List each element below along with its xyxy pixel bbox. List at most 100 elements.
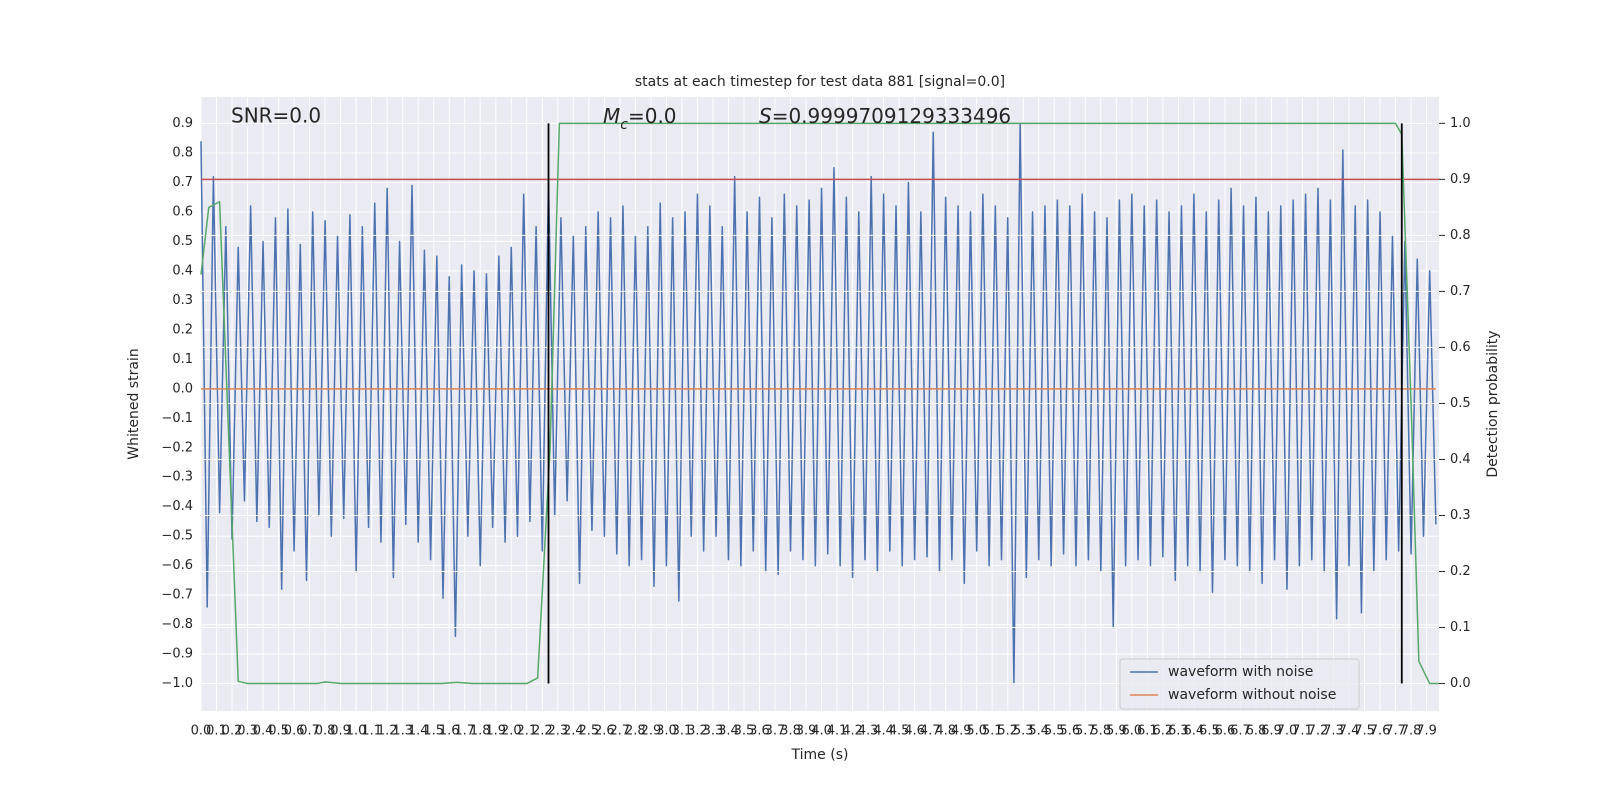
y-tick-label: 0.6 [172,204,193,219]
x-tick-label: 0.9 [330,724,351,739]
series-line [200,122,1437,685]
x-tick-label: 1.7 [454,724,475,739]
y-tick-label: 0.1 [172,352,193,367]
x-tick-label: 5.8 [1090,724,1111,739]
x-tick-label: 0.3 [237,724,258,739]
y2-tick-label: 0.8 [1450,228,1471,243]
y-tick-label: 0.7 [172,175,193,190]
x-tick-label: 2.2 [532,724,553,739]
y-tick-label: −0.3 [161,470,193,485]
legend-label: waveform without noise [1168,687,1336,703]
x-tick-label: 7.7 [1385,724,1406,739]
x-tick-label: 3.7 [765,724,786,739]
x-tick-label: 5.7 [1075,724,1096,739]
x-tick-label: 2.5 [579,724,600,739]
y2-tick-label: 0.4 [1450,452,1471,467]
x-tick-label: 4.8 [935,724,956,739]
x-tick-label: 6.7 [1230,724,1251,739]
x-tick-label: 7.6 [1370,724,1391,739]
x-tick-label: 0.6 [284,724,305,739]
y2-axis-label: Detection probability [1485,330,1501,477]
x-tick-label: 3.3 [703,724,724,739]
y2-tick-label: 0.6 [1450,340,1471,355]
y2-tick-label: 0.7 [1450,284,1471,299]
x-tick-label: 6.1 [1137,724,1158,739]
x-tick-label: 6.6 [1215,724,1236,739]
y-tick-label: −0.2 [161,440,193,455]
y2-tick-label: 0.3 [1450,508,1471,523]
x-axis-label: Time (s) [791,747,849,763]
x-tick-label: 2.9 [641,724,662,739]
x-tick-label: 3.4 [718,724,739,739]
x-tick-label: 5.6 [1059,724,1080,739]
y2-tick-label: 0.5 [1450,396,1471,411]
x-tick-label: 1.2 [377,724,398,739]
legend-box [1119,658,1360,710]
legend-label: waveform with noise [1168,664,1313,680]
x-tick-label: 6.0 [1121,724,1142,739]
x-tick-label: 0.2 [222,724,243,739]
y2-tick-label: 1.0 [1450,116,1471,131]
x-tick-label: 0.1 [206,724,227,739]
annotation-part: c [620,117,628,133]
x-tick-label: 0.0 [191,724,212,739]
y2-tick-label: 0.9 [1450,172,1471,187]
x-tick-label: 1.6 [439,724,460,739]
y-tick-label: 0.4 [172,263,193,278]
x-tick-label: 7.3 [1323,724,1344,739]
x-tick-label: 7.9 [1416,724,1437,739]
annotation-part: S [759,104,772,128]
x-tick-label: 2.1 [516,724,537,739]
x-tick-label: 3.1 [672,724,693,739]
x-tick-label: 6.9 [1261,724,1282,739]
y-tick-label: 0.0 [172,381,193,396]
annotation-part: M [603,104,620,128]
x-tick-label: 7.2 [1308,724,1329,739]
x-tick-label: 5.2 [997,724,1018,739]
x-tick-label: 7.5 [1354,724,1375,739]
x-tick-label: 7.1 [1292,724,1313,739]
x-tick-label: 0.5 [268,724,289,739]
x-tick-label: 2.8 [625,724,646,739]
x-tick-label: 5.3 [1013,724,1034,739]
x-tick-label: 1.5 [423,724,444,739]
y-tick-label: −0.9 [161,647,193,662]
x-tick-label: 7.4 [1339,724,1360,739]
y-tick-label: −0.6 [161,558,193,573]
x-tick-label: 4.3 [858,724,879,739]
y-tick-label: 0.2 [172,322,193,337]
x-tick-label: 3.0 [656,724,677,739]
x-tick-label: 4.4 [873,724,894,739]
y-axis-label: Whitened strain [126,348,142,459]
x-tick-label: 4.0 [811,724,832,739]
x-tick-label: 6.5 [1199,724,1220,739]
x-tick-label: 5.4 [1028,724,1049,739]
x-tick-label: 6.3 [1168,724,1189,739]
chart-title: stats at each timestep for test data 881… [635,74,1005,90]
y2-tick-label: 0.2 [1450,564,1471,579]
x-tick-label: 0.4 [253,724,274,739]
x-tick-label: 1.3 [392,724,413,739]
annotation: SNR=0.0 [231,104,321,128]
legend: waveform with noise waveform without nois… [1119,658,1360,710]
y-tick-label: 0.5 [172,234,193,249]
x-tick-label: 7.8 [1401,724,1422,739]
x-tick-label: 5.1 [982,724,1003,739]
over-layer [200,122,1445,685]
x-tick-label: 5.5 [1044,724,1065,739]
x-tick-label: 2.3 [547,724,568,739]
x-tick-label: 5.9 [1106,724,1127,739]
y-tick-label: −0.1 [161,411,193,426]
y-tick-label: 0.8 [172,146,193,161]
x-tick-label: 6.2 [1153,724,1174,739]
annotation-part: =0.0 [628,104,677,128]
x-tick-label: 3.8 [780,724,801,739]
x-tick-label: 7.0 [1277,724,1298,739]
x-tick-label: 0.8 [315,724,336,739]
x-tick-label: 4.1 [827,724,848,739]
x-tick-label: 6.8 [1246,724,1267,739]
x-tick-label: 4.6 [904,724,925,739]
x-tick-label: 4.9 [951,724,972,739]
annotation-part: =0.9999709129333496 [772,104,1011,128]
